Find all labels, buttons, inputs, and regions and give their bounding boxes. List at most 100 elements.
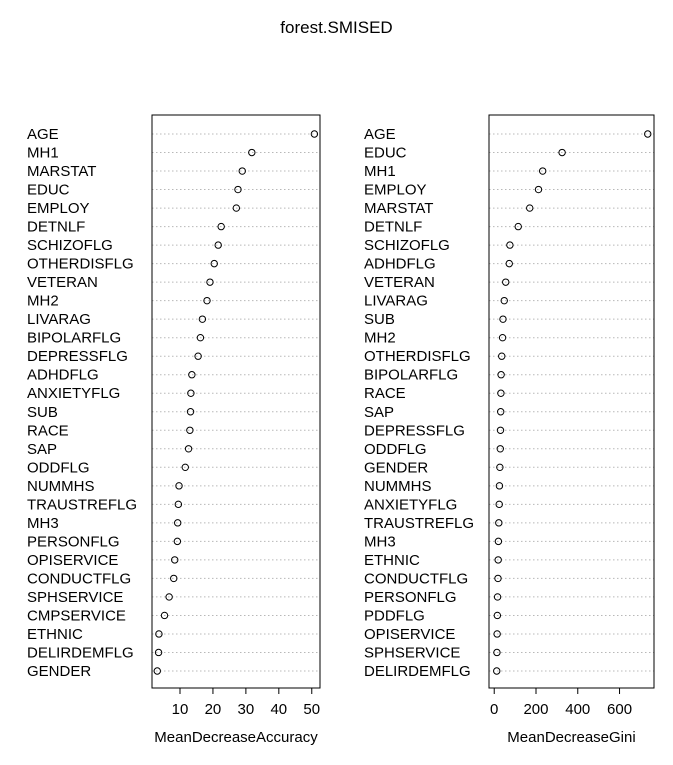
data-point-otherdisflg (498, 352, 506, 360)
category-label: AGE (27, 126, 59, 143)
category-label: OTHERDISFLG (364, 348, 471, 365)
category-label: LIVARAG (27, 311, 91, 328)
category-label: VETERAN (364, 274, 435, 291)
category-label: ANXIETYFLG (364, 496, 457, 513)
data-point-race (186, 426, 194, 434)
x-tick-label: 10 (172, 701, 189, 718)
category-label: LIVARAG (364, 293, 428, 310)
category-label: ETHNIC (364, 552, 420, 569)
category-label: OPISERVICE (364, 626, 455, 643)
category-label: ODDFLG (364, 441, 427, 458)
data-point-oddflg (181, 463, 189, 472)
chart-title: forest.SMISED (280, 18, 393, 37)
category-label: SAP (364, 404, 394, 421)
data-point-conductflg (170, 574, 178, 583)
category-label: PERSONFLG (364, 589, 457, 606)
data-point-mh2 (203, 296, 211, 305)
category-label: RACE (27, 422, 69, 439)
data-point-detnlf (514, 222, 522, 231)
data-point-sap (496, 408, 505, 416)
data-point-gender (496, 463, 504, 472)
x-tick-label: 400 (565, 701, 590, 718)
category-label: MH1 (27, 145, 59, 162)
category-label: TRAUSTREFLG (27, 496, 137, 513)
data-point-nummhs (175, 482, 183, 490)
category-label: DELIRDEMFLG (364, 663, 471, 680)
data-point-traustreflg (495, 519, 503, 527)
data-point-cmpservice (160, 611, 169, 620)
category-label: PDDFLG (364, 607, 425, 624)
category-label: MH2 (27, 293, 59, 310)
plot-frame (151, 114, 321, 689)
data-point-age (644, 130, 652, 138)
data-point-employ (232, 204, 241, 212)
data-point-sphservice (165, 593, 173, 601)
data-point-delirdemflg (154, 648, 163, 657)
category-label: OPISERVICE (27, 552, 118, 569)
data-point-ethnic (494, 556, 502, 564)
data-point-schizoflg (506, 241, 514, 249)
category-label: PERSONFLG (27, 533, 120, 550)
data-point-mh1 (248, 148, 256, 157)
category-label: CONDUCTFLG (364, 570, 468, 587)
data-point-bipolarflg (196, 333, 205, 342)
category-label: ETHNIC (27, 626, 83, 643)
category-label: MARSTAT (364, 200, 433, 217)
data-point-educ (558, 148, 566, 157)
data-point-depressflg (496, 426, 505, 434)
x-axis-title: MeanDecreaseAccuracy (154, 729, 318, 746)
data-point-marstat (526, 204, 534, 212)
data-point-age (310, 130, 319, 138)
category-label: RACE (364, 385, 406, 402)
data-point-nummhs (495, 482, 504, 490)
data-point-adhdflg (188, 371, 196, 379)
x-tick-label: 600 (607, 701, 632, 718)
category-label: MARSTAT (27, 163, 96, 180)
category-label: GENDER (364, 459, 428, 476)
category-label: ADHDFLG (364, 256, 436, 273)
x-tick-label: 0 (490, 701, 498, 718)
category-label: NUMMHS (27, 478, 95, 495)
category-label: ADHDFLG (27, 367, 99, 384)
data-point-marstat (238, 167, 246, 175)
data-point-pddflg (493, 611, 502, 620)
data-point-mh3 (173, 519, 182, 527)
category-label: SCHIZOFLG (364, 237, 450, 254)
category-label: DEPRESSFLG (364, 422, 465, 439)
data-point-oddflg (496, 445, 504, 453)
category-label: DETNLF (364, 219, 422, 236)
x-tick-label: 30 (238, 701, 255, 718)
category-label: MH3 (364, 533, 396, 550)
category-label: CONDUCTFLG (27, 570, 131, 587)
x-tick-label: 20 (205, 701, 222, 718)
plot-frame (488, 114, 655, 689)
x-tick-label: 50 (303, 701, 320, 718)
data-point-anxietyflg (187, 389, 195, 397)
data-point-livarag (500, 296, 508, 305)
data-point-veteran (502, 278, 510, 286)
category-label: ODDFLG (27, 459, 90, 476)
data-point-opiservice (493, 630, 501, 638)
category-label: EMPLOY (27, 200, 90, 217)
category-label: OTHERDISFLG (27, 256, 134, 273)
x-tick-label: 200 (523, 701, 548, 718)
data-point-bipolarflg (497, 371, 505, 379)
category-label: EMPLOY (364, 182, 427, 199)
x-axis-title: MeanDecreaseGini (507, 729, 635, 746)
data-point-mh2 (498, 333, 507, 342)
category-label: EDUC (27, 182, 70, 199)
data-point-sub (499, 315, 507, 323)
category-label: SCHIZOFLG (27, 237, 113, 254)
category-label: TRAUSTREFLG (364, 515, 474, 532)
data-point-personflg (493, 593, 502, 601)
category-label: BIPOLARFLG (364, 367, 458, 384)
category-label: CMPSERVICE (27, 607, 126, 624)
category-label: AGE (364, 126, 396, 143)
category-label: SUB (27, 404, 58, 421)
data-point-delirdemflg (493, 667, 501, 675)
data-point-schizoflg (214, 241, 222, 249)
data-point-livarag (198, 315, 207, 323)
